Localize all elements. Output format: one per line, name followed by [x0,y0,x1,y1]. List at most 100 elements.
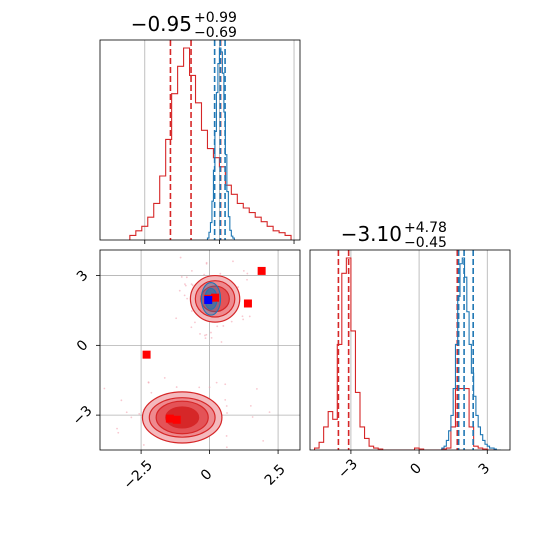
scatter-2d-ytick-label-0: −3 [70,403,96,429]
red-square-marker-6 [211,293,220,302]
sample-dot [205,262,208,265]
hist-param2-hist-series-0 [313,257,501,450]
hist-param2-xtick-label-2: 3 [476,460,494,478]
sample-dot [190,269,193,272]
sample-dot [224,383,227,386]
sample-dot [249,404,252,407]
sample-dot [224,398,227,401]
sample-dot [268,411,271,414]
sample-dot [242,269,245,272]
hist-param2-title-plus: +4.78 [404,220,447,236]
sample-dot [199,333,201,335]
sample-dot [225,405,228,407]
sample-dot [220,341,223,343]
sample-dot [175,317,178,320]
scatter-2d-ytick-label-2: 3 [74,267,92,285]
scatter-2d-ytick-label-1: 0 [74,337,92,355]
sample-dot [262,439,265,442]
hist-param1-plot-area [129,40,292,240]
hist-param1-frame [99,39,301,241]
hist-param1-title-minus: −0.69 [194,25,237,41]
sample-dot [179,256,182,259]
sample-dot [208,386,211,389]
red-square-marker-2 [243,299,252,308]
sample-dot [138,413,141,415]
sample-dot [210,331,212,334]
hist-param2-title-minus: −0.45 [404,235,447,251]
sample-dot [125,411,128,414]
sample-dot [194,321,196,324]
hist-param2-title-value: −3.10 [341,222,402,246]
sample-dot [241,315,244,318]
sample-dot [163,377,166,379]
sample-dot [210,336,213,339]
red-square-marker-3 [165,414,174,423]
sample-dot [198,386,201,389]
sample-dot [204,334,206,337]
sample-dot [103,387,106,390]
hist-param2-frame [309,249,511,451]
sample-dot [120,399,123,402]
scatter-2d-plot-area [103,256,271,476]
sample-dot [226,412,228,414]
sample-dot [191,284,194,287]
red-square-marker-0 [142,350,151,359]
sample-dot [184,284,187,287]
scatter-2d-panel: −2.5 0 2.5 −3 0 3 [70,249,301,493]
sample-dot [180,276,183,278]
sample-dot [190,326,193,329]
sample-dot [175,386,178,388]
sample-dot [190,310,193,312]
sample-dot [142,444,145,446]
sample-dot [186,297,189,300]
hist-param2-panel: −3.10 +4.78−0.45 [309,220,511,454]
sample-dot [219,272,222,275]
red-square-marker-1 [257,266,266,275]
sample-dot [117,431,120,434]
sample-dot [242,318,245,321]
hist-param1-title-value: −0.95 [131,12,192,36]
hist-param1-panel: −0.95 +0.99−0.69 [99,10,301,244]
sample-dot [225,435,228,437]
scatter-2d-xtick-label-0: −2.5 [121,457,156,492]
hist-param2-plot-area [313,250,501,450]
scatter-2d-frame [99,249,301,451]
sample-dot [190,283,193,286]
sample-dot [203,273,206,276]
sample-dot [251,416,254,418]
sample-dot [130,416,133,419]
sample-dot [147,381,150,384]
sample-dot [116,427,118,430]
hist-param1-hist-series-0 [129,47,292,240]
sample-dot [193,465,195,467]
blue-square-marker-0 [204,296,213,304]
sample-dot [246,278,248,281]
sample-dot [205,333,208,336]
sample-dot [185,276,188,279]
sample-dot [222,325,225,327]
scatter-2d-xtick-label-1: 0 [198,466,216,484]
red-square-marker-4 [172,415,181,424]
sample-dot [183,294,186,297]
hist-param1-title-plus: +0.99 [194,10,237,26]
sample-dot [204,337,207,339]
scatter-2d-xtick-label-2: 2.5 [262,462,289,489]
sample-dot [232,260,234,263]
sample-dot [246,272,249,275]
hist-param2-hist-series-1 [441,257,501,450]
sample-dot [216,325,219,328]
hist-param2-xtick-label-1: 0 [407,460,425,478]
sample-dot [178,289,181,292]
sample-dot [171,474,173,476]
hist-param2-xtick-label-0: −3 [335,456,361,482]
sample-dot [225,446,228,449]
sample-dot [237,286,239,288]
sample-dot [256,388,258,390]
sample-dot [248,315,251,318]
sample-dot [212,459,214,461]
sample-dot [215,381,218,384]
sample-dot [184,283,186,286]
sample-dot [150,391,153,394]
